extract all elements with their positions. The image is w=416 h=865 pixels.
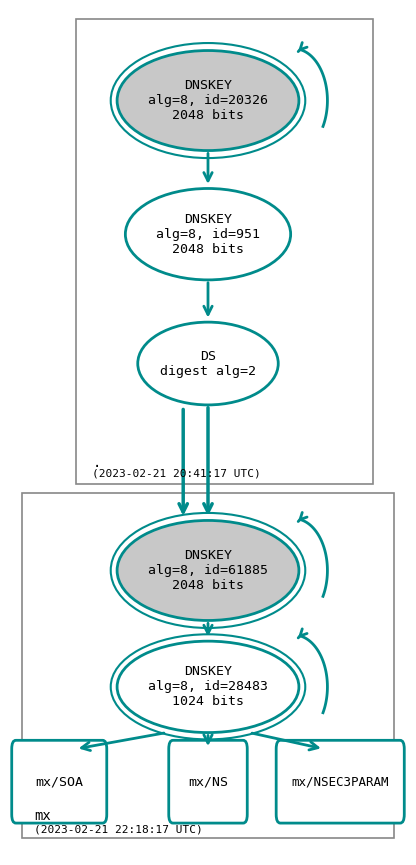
Text: DNSKEY
alg=8, id=61885
2048 bits: DNSKEY alg=8, id=61885 2048 bits [148,549,268,592]
Text: (2023-02-21 22:18:17 UTC): (2023-02-21 22:18:17 UTC) [35,824,203,834]
Text: mx/SOA: mx/SOA [35,775,83,788]
FancyBboxPatch shape [276,740,404,823]
Text: DNSKEY
alg=8, id=951
2048 bits: DNSKEY alg=8, id=951 2048 bits [156,213,260,256]
Text: DNSKEY
alg=8, id=28483
1024 bits: DNSKEY alg=8, id=28483 1024 bits [148,665,268,708]
FancyBboxPatch shape [12,740,107,823]
Text: mx/NSEC3PARAM: mx/NSEC3PARAM [292,775,389,788]
Ellipse shape [138,322,278,405]
FancyBboxPatch shape [169,740,247,823]
Text: mx: mx [35,809,51,823]
Text: mx/NS: mx/NS [188,775,228,788]
Text: DS
digest alg=2: DS digest alg=2 [160,349,256,377]
Text: .: . [92,456,101,470]
Ellipse shape [125,189,291,280]
Text: (2023-02-21 20:41:17 UTC): (2023-02-21 20:41:17 UTC) [92,469,261,479]
Ellipse shape [117,521,299,620]
Ellipse shape [117,50,299,151]
FancyBboxPatch shape [22,493,394,837]
Ellipse shape [117,641,299,733]
FancyBboxPatch shape [76,19,373,484]
Text: DNSKEY
alg=8, id=20326
2048 bits: DNSKEY alg=8, id=20326 2048 bits [148,79,268,122]
